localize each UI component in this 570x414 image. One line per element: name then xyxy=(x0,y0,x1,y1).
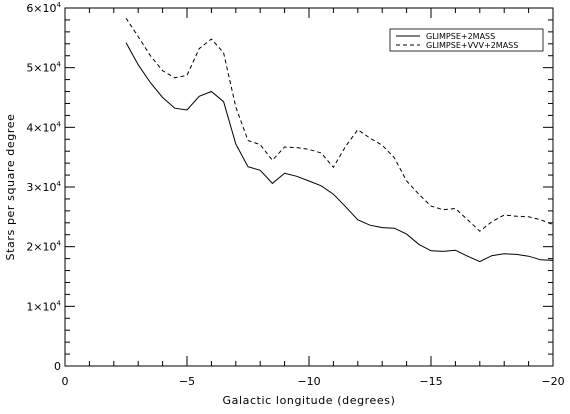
x-tick-label: −5 xyxy=(179,375,195,388)
y-axis-ticks: 0 1×104 2×104 3×104 4×104 5×104 6×104 xyxy=(26,1,553,373)
x-tick-label: −15 xyxy=(419,375,442,388)
plot-frame xyxy=(64,7,554,367)
legend: GLIMPSE+2MASS GLIMPSE+VVV+2MASS xyxy=(389,28,544,52)
plot-axes xyxy=(64,7,554,367)
series-line-glimpse-2mass xyxy=(125,42,554,263)
x-tick-label: −10 xyxy=(297,375,320,388)
y-tick-label: 5×104 xyxy=(26,61,61,75)
y-axis-label: Stars per square degree xyxy=(4,114,17,261)
legend-label-glimpse-2mass: GLIMPSE+2MASS xyxy=(426,32,495,41)
x-tick-label: −20 xyxy=(541,375,564,388)
y-tick-label: 0 xyxy=(54,360,61,373)
y-tick-label: 2×104 xyxy=(26,240,61,254)
y-tick-label: 1×104 xyxy=(26,299,61,313)
x-axis-label: Galactic longitude (degrees) xyxy=(222,394,395,407)
x-tick-label: 0 xyxy=(62,375,69,388)
y-tick-label: 6×104 xyxy=(26,1,61,15)
y-tick-label: 3×104 xyxy=(26,180,61,194)
legend-label-glimpse-vvv-2mass: GLIMPSE+VVV+2MASS xyxy=(426,41,518,50)
y-tick-label: 4×104 xyxy=(26,120,61,134)
x-axis-ticks: 0 −5 −10 −15 −20 xyxy=(62,8,565,388)
series-layer xyxy=(125,17,554,263)
legend-box xyxy=(389,28,544,52)
series-line-glimpse-vvv-2mass xyxy=(125,17,554,232)
